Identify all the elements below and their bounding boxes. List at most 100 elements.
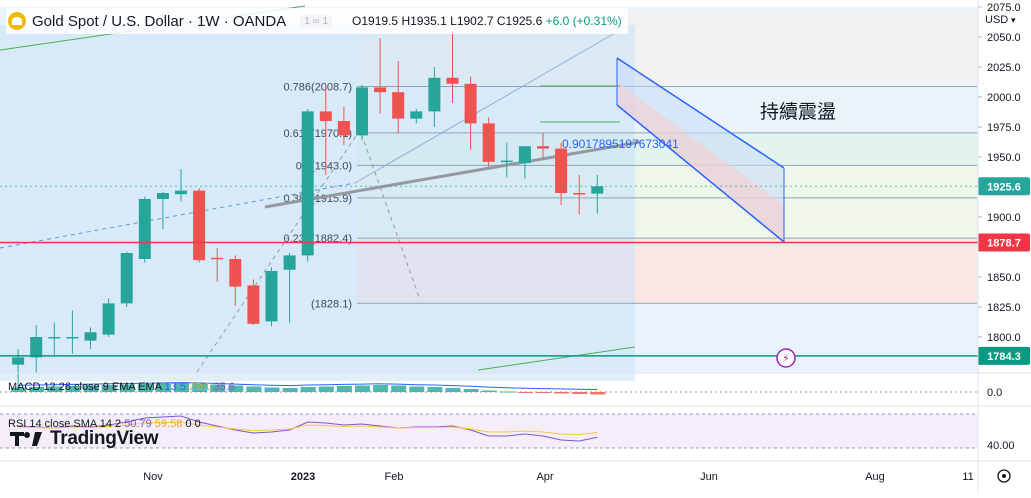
alert-bolt-glyph: ⚡ — [782, 353, 790, 365]
macd-histogram-bar — [174, 383, 189, 392]
candle-body — [410, 111, 423, 119]
ohlc-open: O1919.5 — [352, 14, 399, 28]
candle-body — [138, 199, 151, 259]
candle[interactable] — [229, 255, 242, 306]
candle[interactable] — [464, 76, 477, 150]
candle[interactable] — [555, 142, 568, 205]
candle-body — [500, 160, 513, 163]
candle-body — [591, 186, 604, 194]
candle[interactable] — [319, 85, 332, 175]
macd-histogram-bar — [409, 386, 425, 392]
candle[interactable] — [120, 251, 133, 307]
candle-body — [319, 111, 332, 121]
price-badge[interactable] — [978, 346, 1030, 365]
candle-body — [229, 259, 242, 287]
macd-histogram-bar — [264, 387, 280, 392]
candle[interactable] — [265, 267, 278, 327]
settings-gear-center — [1002, 474, 1006, 478]
time-tick-label: Apr — [536, 471, 553, 483]
rsi-legend[interactable]: RSI 14 close SMA 14 2 50.79 59.58 0 0 — [8, 418, 201, 430]
candle-body — [102, 303, 115, 335]
candle-body — [301, 111, 314, 256]
candle-body — [537, 146, 549, 149]
time-tick-label: 11 — [962, 471, 973, 483]
candle[interactable] — [102, 298, 115, 337]
candle[interactable] — [30, 325, 43, 373]
candle[interactable] — [48, 322, 61, 357]
candle[interactable] — [175, 169, 187, 202]
macd-histogram-bar — [427, 387, 443, 392]
candle[interactable] — [193, 188, 206, 263]
candle-body — [464, 83, 477, 124]
price-badge[interactable] — [978, 177, 1030, 196]
candle[interactable] — [301, 109, 314, 262]
currency-dropdown-icon[interactable]: ▾ — [1011, 15, 1016, 25]
candle[interactable] — [283, 253, 296, 323]
candle-body — [48, 337, 61, 339]
candle-body — [30, 337, 43, 358]
channel-upper-line[interactable] — [616, 57, 785, 169]
ohlc-close: C1925.6 — [496, 14, 543, 28]
channel-lower-line[interactable] — [616, 104, 785, 243]
symbol-title[interactable]: Gold Spot / U.S. Dollar · 1W · OANDA — [32, 12, 287, 30]
link-badge[interactable]: 1 ∞ 1 — [300, 14, 333, 28]
price-badge[interactable] — [978, 233, 1030, 252]
candle[interactable] — [356, 85, 368, 141]
candle-body — [247, 285, 260, 324]
candle[interactable] — [591, 174, 604, 214]
settings-gear-icon[interactable] — [997, 469, 1011, 483]
macd-histogram-bar — [373, 385, 389, 392]
price-tick-label: 2050.0 — [987, 32, 1021, 44]
macd-legend[interactable]: MACD 12 26 close 9 EMA EMA 13.5 22.1 35.… — [8, 381, 235, 393]
rsi-axis-tick: 40.00 — [987, 440, 1015, 452]
candle-body — [211, 257, 224, 260]
candle-body — [555, 148, 568, 193]
price-tick-label: 1975.0 — [987, 122, 1021, 134]
candle[interactable] — [211, 248, 224, 282]
macd-line — [18, 382, 598, 390]
macd-histogram-bar — [355, 385, 370, 392]
alert-bolt-icon[interactable] — [776, 348, 796, 368]
candle-body — [156, 193, 169, 199]
rsi-band — [0, 414, 978, 448]
fib-level-label: (1828.1) — [311, 298, 352, 310]
candle[interactable] — [138, 196, 151, 263]
trend-line-lower[interactable] — [477, 346, 636, 371]
candle[interactable] — [410, 109, 423, 124]
candle[interactable] — [518, 146, 531, 179]
candle[interactable] — [500, 142, 513, 178]
ohlc-high: H1935.1 — [401, 14, 447, 28]
candle[interactable] — [84, 327, 97, 349]
candle[interactable] — [374, 38, 387, 114]
candle[interactable] — [573, 175, 586, 215]
price-tick-label: 1850.0 — [987, 272, 1021, 284]
annotation-text[interactable]: 持續震盪 — [760, 100, 836, 123]
channel-ratio-label: 0.9017895197673041 — [562, 137, 679, 151]
candle-body — [265, 271, 278, 322]
candle[interactable] — [156, 191, 169, 229]
macd-value-2: 22.1 — [189, 381, 211, 393]
currency-label[interactable]: USD — [985, 14, 1008, 26]
ohlc-low: L1902.7 — [450, 14, 494, 28]
tradingview-logo[interactable]: TradingView — [10, 428, 159, 450]
macd-histogram-bar — [336, 386, 352, 392]
candle[interactable] — [66, 310, 79, 354]
macd-histogram-bar — [300, 387, 316, 392]
candle[interactable] — [337, 106, 350, 145]
time-tick-label: Feb — [385, 471, 404, 483]
candle[interactable] — [537, 133, 549, 160]
macd-histogram-bar — [246, 386, 262, 392]
candle[interactable] — [392, 61, 405, 133]
candle[interactable] — [482, 117, 495, 167]
trend-line-resistance[interactable] — [264, 140, 641, 209]
candle[interactable] — [247, 279, 260, 325]
symbol-legend[interactable]: Gold Spot / U.S. Dollar · 1W · OANDA 1 ∞… — [6, 8, 628, 34]
rsi-label: RSI 14 close SMA 14 2 — [8, 418, 122, 430]
candle[interactable] — [428, 67, 441, 127]
macd-histogram-bar — [517, 392, 533, 393]
rsi-value-2: 59.58 — [154, 418, 183, 430]
macd-histogram-bar — [29, 387, 45, 392]
candle[interactable] — [446, 31, 459, 103]
